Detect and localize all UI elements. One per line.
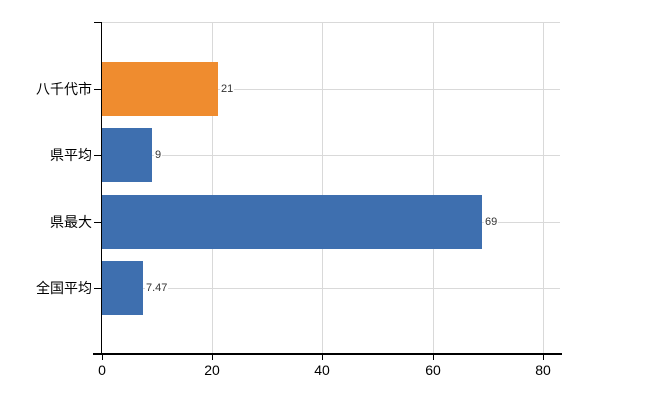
bar-value-label: 69 (484, 215, 499, 229)
x-axis-line (93, 353, 562, 355)
category-label: 県最大 (50, 214, 92, 230)
bar-県最大[interactable] (102, 195, 482, 249)
gridline-vertical (543, 22, 544, 353)
bar-県平均[interactable] (102, 128, 152, 182)
x-axis-tick (102, 354, 103, 360)
x-axis-tick-label: 60 (425, 362, 441, 378)
y-axis-tick (93, 288, 101, 289)
category-label: 全国平均 (36, 280, 92, 296)
category-label: 八千代市 (36, 81, 92, 97)
plot-area: 21 9 69 7.47 (102, 22, 560, 353)
x-axis-tick-label: 0 (98, 362, 106, 378)
bar-全国平均[interactable] (102, 261, 143, 315)
x-axis-tick (543, 354, 544, 360)
gridline-horizontal (102, 288, 560, 289)
gridline-horizontal (102, 155, 560, 156)
gridline-vertical (212, 22, 213, 353)
x-axis-tick-label: 20 (204, 362, 220, 378)
bar-value-label: 21 (220, 82, 235, 96)
y-axis-tick (93, 155, 101, 156)
bar-value-label: 7.47 (145, 281, 169, 295)
bar-八千代市[interactable] (102, 62, 218, 116)
gridline-horizontal (102, 89, 560, 90)
bar-value-label: 9 (154, 148, 163, 162)
gridline-vertical (322, 22, 323, 353)
y-axis-tick (93, 22, 101, 23)
x-axis-tick-label: 40 (314, 362, 330, 378)
y-axis-tick (93, 89, 101, 90)
x-axis-tick-label: 80 (535, 362, 551, 378)
x-axis-tick (433, 354, 434, 360)
gridline-vertical (433, 22, 434, 353)
category-label: 県平均 (50, 147, 92, 163)
gridline-horizontal (102, 22, 560, 23)
x-axis-tick (322, 354, 323, 360)
x-axis-tick (212, 354, 213, 360)
y-axis-tick (93, 222, 101, 223)
